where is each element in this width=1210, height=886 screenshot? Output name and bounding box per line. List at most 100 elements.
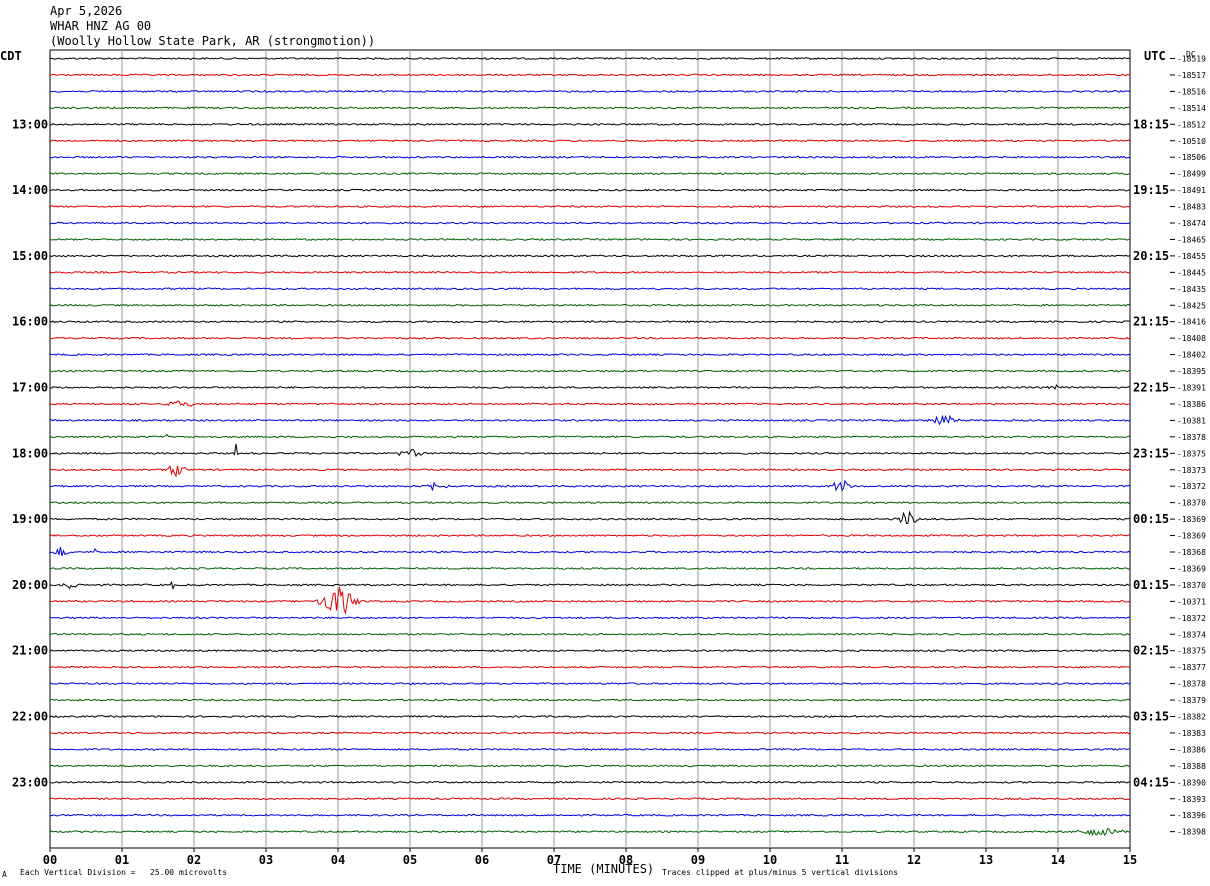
trace-row-19 [49,369,1131,373]
right-hour-label: 04:15 [1133,775,1169,789]
dc-offset-label: -18416 [1177,318,1206,327]
dc-offset-label: -18372 [1177,482,1206,491]
trace-row-47 [49,827,1131,837]
left-hour-label: 15:00 [12,249,48,263]
x-tick-label: 13 [979,853,993,867]
trace-row-17 [49,336,1131,340]
dc-offset-label: -18506 [1177,153,1206,162]
right-hour-label: 20:15 [1133,249,1169,263]
corner-mark: A [2,870,7,879]
left-hour-label: 14:00 [12,183,48,197]
dc-offset-label: -18369 [1177,515,1206,524]
left-hour-label: 20:00 [12,578,48,592]
dc-label: DC [1186,50,1196,59]
header-date: Apr 5,2026 [50,4,123,18]
trace-row-1 [49,73,1131,77]
trace-row-26 [49,479,1131,492]
x-tick-label: 01 [115,853,129,867]
dc-offset-label: -18390 [1177,778,1206,787]
dc-offset-label: -18379 [1177,696,1206,705]
dc-offset-label: -10381 [1177,416,1206,425]
x-tick-label: 11 [835,853,849,867]
dc-offset-label: -18425 [1177,301,1206,310]
trace-row-25 [49,464,1131,478]
trace-row-39 [49,698,1131,702]
trace-row-2 [49,89,1131,93]
trace-row-40 [49,715,1131,718]
dc-offset-label: -18373 [1177,466,1206,475]
trace-row-32 [49,580,1131,591]
dc-offset-label: -18516 [1177,87,1206,96]
dc-offset-label: -18375 [1177,647,1206,656]
left-hour-label: 16:00 [12,315,48,329]
dc-offset-label: -18483 [1177,203,1206,212]
right-hour-label: 19:15 [1133,183,1169,197]
scale-note: Each Vertical Division = 25.00 microvolt… [20,868,228,877]
dc-offset-label: -10510 [1177,137,1206,146]
trace-row-38 [49,682,1131,686]
trace-row-28 [49,510,1131,524]
dc-offset-label: -18393 [1177,795,1206,804]
dc-offset-label: -18370 [1177,499,1206,508]
x-tick-label: 04 [331,853,345,867]
header-station: WHAR HNZ AG 00 [50,19,152,33]
trace-row-16 [49,320,1131,324]
minute-gridlines [49,49,1131,849]
trace-row-18 [49,353,1131,357]
trace-row-34 [49,616,1131,620]
x-tick-label: 06 [475,853,489,867]
dc-offset-label: -18372 [1177,614,1206,623]
trace-row-33 [49,587,1131,615]
dc-offset-label: -18402 [1177,351,1206,360]
trace-row-41 [49,731,1131,735]
dc-offset-label: -18514 [1177,104,1206,113]
right-hour-label: 02:15 [1133,644,1169,658]
trace-row-10 [49,221,1131,225]
left-hour-label: 18:00 [12,446,48,460]
trace-row-42 [49,747,1131,751]
dc-offset-label: -18386 [1177,400,1206,409]
trace-row-31 [49,567,1131,570]
trace-row-14 [49,287,1131,291]
right-hour-label: 03:15 [1133,710,1169,724]
dc-offset-label: -18388 [1177,762,1206,771]
trace-row-27 [49,501,1131,505]
left-hour-label: 19:00 [12,512,48,526]
dc-offset-labels: -18519 -18517 -18516 -18514 -18512 -10510 -185… [1170,55,1206,837]
trace-row-21 [49,400,1131,407]
right-hour-label: 00:15 [1133,512,1169,526]
right-hour-label: 18:15 [1133,117,1169,131]
x-tick-label: 03 [259,853,273,867]
trace-row-7 [49,172,1131,176]
left-hour-labels: 13:00 14:00 15:00 16:00 17:00 18:00 19:00 20:00… [12,117,48,789]
x-tick-label: 07 [547,853,561,867]
trace-row-20 [49,384,1131,390]
dc-offset-label: -18465 [1177,235,1206,244]
trace-row-43 [49,764,1131,768]
trace-row-30 [49,546,1131,557]
left-timezone-label: CDT [0,49,22,63]
x-tick-label: 02 [187,853,201,867]
dc-offset-label: -18375 [1177,449,1206,458]
dc-offset-label: -18491 [1177,186,1206,195]
dc-offset-label: -18435 [1177,285,1206,294]
dc-offset-label: -18445 [1177,268,1206,277]
dc-offset-label: -18369 [1177,564,1206,573]
trace-row-3 [49,106,1131,110]
trace-row-0 [49,57,1131,60]
dc-offset-label: -18374 [1177,630,1206,639]
right-hour-label: 01:15 [1133,578,1169,592]
seismic-traces [49,57,1131,837]
dc-offset-label: -18377 [1177,663,1206,672]
trace-row-15 [49,303,1131,307]
dc-offset-label: -18378 [1177,433,1206,442]
dc-offset-label: -18370 [1177,581,1206,590]
dc-offset-label: -18369 [1177,532,1206,541]
trace-row-35 [49,632,1131,636]
trace-row-36 [49,649,1131,653]
trace-row-24 [49,443,1131,458]
trace-row-9 [49,205,1131,209]
right-hour-label: 23:15 [1133,446,1169,460]
trace-row-22 [49,414,1131,426]
